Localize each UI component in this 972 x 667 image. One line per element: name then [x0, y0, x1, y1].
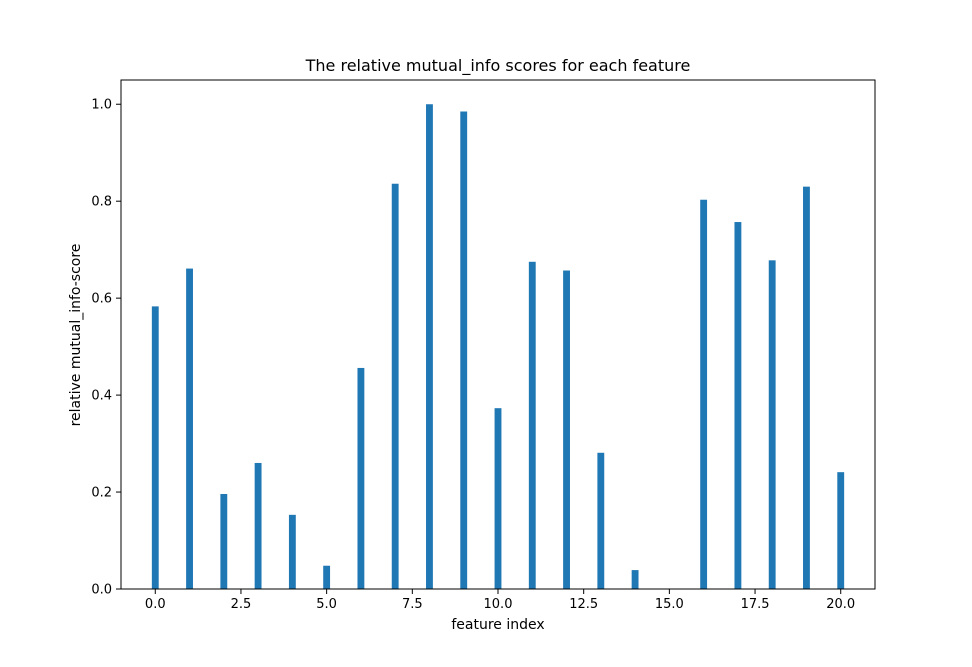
y-tick-label: 0.0 — [91, 583, 112, 598]
bar-feature-13 — [597, 452, 605, 589]
bar-feature-12 — [563, 270, 570, 589]
y-tick-label: 0.8 — [91, 195, 112, 210]
bar-feature-3 — [254, 462, 262, 589]
bar-feature-18 — [768, 260, 776, 589]
bar-feature-17 — [734, 222, 742, 590]
bar-feature-9 — [460, 111, 468, 589]
bar-feature-14 — [631, 570, 639, 589]
y-axis-ticks: 0.0 0.2 0.4 0.6 0.8 1.0 — [91, 98, 121, 598]
chart-title: The relative mutual_info scores for each… — [305, 56, 691, 76]
plot-area-frame — [120, 79, 876, 590]
bar-feature-0 — [151, 306, 159, 589]
bar-feature-1 — [186, 268, 193, 589]
x-tick-label: 17.5 — [741, 597, 770, 612]
x-tick-label: 0.0 — [145, 597, 166, 612]
bar-feature-11 — [528, 261, 536, 589]
x-axis-ticks: 0.0 2.5 5.0 7.5 10.0 12.5 15.0 17.5 20.0 — [145, 589, 855, 612]
bar-feature-7 — [391, 183, 399, 589]
y-tick-label: 0.2 — [91, 486, 112, 501]
bar-feature-5 — [323, 565, 331, 589]
y-tick-label: 0.4 — [91, 389, 112, 404]
y-tick-label: 0.6 — [91, 292, 112, 307]
bar-feature-2 — [220, 493, 228, 589]
x-tick-label: 2.5 — [231, 597, 252, 612]
bar-feature-19 — [803, 186, 810, 589]
bar-feature-4 — [288, 514, 296, 589]
x-tick-label: 15.0 — [655, 597, 684, 612]
bar-feature-20 — [837, 472, 845, 589]
x-axis-label: feature index — [451, 617, 544, 633]
bar-feature-10 — [494, 408, 502, 589]
bar-feature-8 — [426, 104, 433, 589]
x-tick-label: 5.0 — [316, 597, 337, 612]
bars-group — [151, 104, 845, 590]
x-tick-label: 12.5 — [569, 597, 598, 612]
x-tick-label: 10.0 — [484, 597, 513, 612]
y-axis-label: relative mutual_info-score — [68, 244, 84, 427]
x-tick-label: 20.0 — [826, 597, 855, 612]
y-tick-label: 1.0 — [91, 98, 112, 113]
bar-feature-16 — [700, 199, 708, 589]
bar-feature-6 — [357, 367, 365, 589]
x-tick-label: 7.5 — [402, 597, 423, 612]
